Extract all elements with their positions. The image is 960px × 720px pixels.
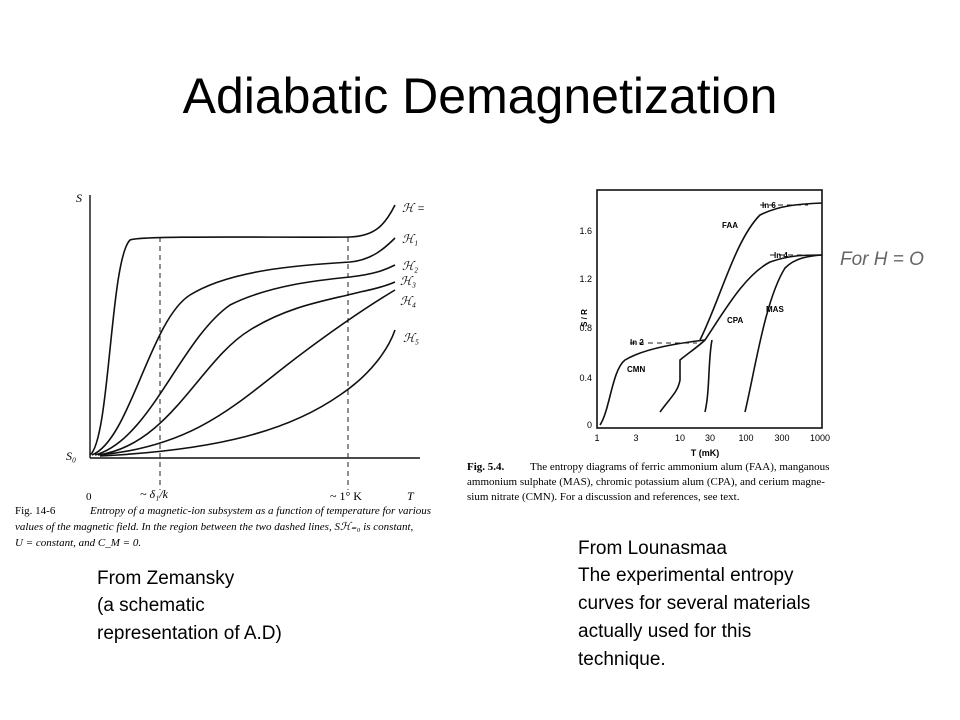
curve-label: ln 6	[762, 201, 776, 210]
curve	[89, 204, 396, 456]
curve-label: ln 4	[774, 251, 788, 260]
caption-number: Fig. 5.4.	[467, 461, 505, 473]
caption-number: Fig. 14-6	[15, 505, 56, 517]
curve-label: CMN	[627, 365, 645, 374]
tick-label: 10	[675, 433, 685, 443]
note-line: (a schematic	[97, 595, 205, 616]
tick-label: 1	[594, 433, 599, 443]
note-line: From Zemansky	[97, 568, 235, 589]
curve	[659, 254, 823, 413]
note-line: From Lounasmaa	[578, 538, 727, 559]
slide-title: Adiabatic Demagnetization	[183, 68, 778, 124]
curve	[704, 339, 713, 413]
axis-label: S	[76, 191, 82, 205]
curve	[91, 237, 396, 456]
curve	[744, 254, 823, 413]
tick-label: 100	[738, 433, 753, 443]
axis-label: 0	[86, 491, 92, 503]
note-line: curves for several materials	[578, 593, 810, 614]
curve	[99, 289, 396, 456]
caption-line: sium nitrate (CMN). For a discussion and…	[467, 491, 740, 503]
axis-label: ~ δ₁/k	[140, 487, 169, 501]
curve	[99, 329, 396, 457]
tick-label: 1.2	[579, 274, 592, 284]
note-line: actually used for this	[578, 621, 751, 642]
caption-line: ammonium sulphate (MAS), chromic potassi…	[467, 476, 825, 488]
caption-line: The entropy diagrams of ferric ammonium …	[530, 461, 829, 473]
curve-label: ℋ₁	[402, 232, 418, 246]
curve-label: FAA	[722, 221, 738, 230]
axis-label: S₀	[66, 449, 76, 463]
note-line: representation of A.D)	[97, 623, 282, 644]
curve-label: ℋ₂	[402, 259, 418, 273]
axis-label: ~ 1° K	[330, 489, 362, 503]
axis-label: S / R	[580, 309, 589, 327]
curve	[94, 264, 396, 456]
caption-line: U = constant, and C_M = 0.	[15, 537, 141, 549]
curve-label: MAS	[766, 305, 784, 314]
curve-label: ℋ₅	[403, 331, 419, 345]
right-figure: S / R 1.6 1.2 0.8 0.4 0 1 3 10 30 100 30…	[467, 189, 830, 503]
tick-label: 0	[587, 420, 592, 430]
axis-label: T	[407, 489, 415, 503]
tick-label: 1000	[810, 433, 830, 443]
tick-label: 3	[633, 433, 638, 443]
tick-label: 30	[705, 433, 715, 443]
tick-label: 300	[774, 433, 789, 443]
tick-label: 0.8	[579, 323, 592, 333]
curve-label: ℋ₃	[400, 274, 416, 288]
handwritten-note: For H = O	[840, 249, 924, 270]
caption-line: Entropy of a magnetic-ion subsystem as a…	[89, 505, 431, 517]
left-figure: S S₀ 0 ~ δ₁/k ~ 1° K T ℋ = ℋ₁ ℋ₂ ℋ₃ ℋ₄ ℋ…	[15, 191, 431, 549]
tick-label: 1.6	[579, 226, 592, 236]
curve-label: ℋ =	[402, 201, 425, 215]
note-line: technique.	[578, 649, 666, 670]
axis-label: T (mK)	[691, 448, 720, 458]
curve	[599, 339, 706, 426]
curve-label: ℋ₄	[400, 294, 416, 308]
curve	[97, 281, 396, 456]
caption-line: values of the magnetic field. In the reg…	[15, 521, 414, 533]
tick-label: 0.4	[579, 373, 592, 383]
plot-frame	[596, 189, 823, 429]
curve	[699, 202, 823, 341]
note-line: The experimental entropy	[578, 565, 794, 586]
curve-label: ln 2	[630, 338, 644, 347]
curve-label: CPA	[727, 316, 744, 325]
